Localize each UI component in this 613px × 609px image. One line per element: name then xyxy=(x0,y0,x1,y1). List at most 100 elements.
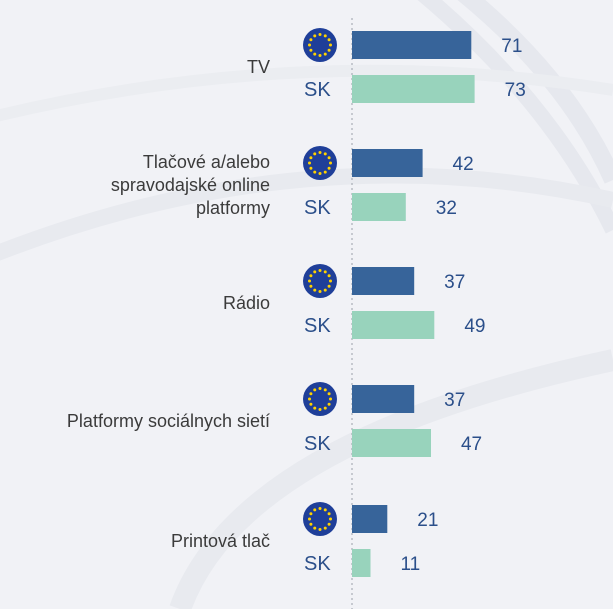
eu-flag-icon xyxy=(303,28,337,62)
category-label: TV xyxy=(247,57,270,77)
category-label: Rádio xyxy=(223,293,270,313)
eu-flag-star xyxy=(313,270,317,274)
eu-flag-star xyxy=(318,387,322,390)
eu-flag-star xyxy=(313,406,317,410)
eu-flag-star xyxy=(309,48,313,52)
eu-flag-star xyxy=(327,274,331,278)
eu-flag-star xyxy=(318,269,322,272)
eu-flag-star xyxy=(327,166,331,170)
eu-flag-star xyxy=(313,34,317,38)
series-label-sk: SK xyxy=(304,79,331,101)
eu-flag-star xyxy=(318,172,322,175)
eu-flag-star xyxy=(327,392,331,396)
eu-flag-star xyxy=(309,166,313,170)
eu-flag-star xyxy=(327,38,331,42)
value-label-eu: 21 xyxy=(417,510,438,531)
value-label-eu: 71 xyxy=(501,36,522,57)
value-label-eu: 42 xyxy=(453,154,474,175)
eu-flag-star xyxy=(323,170,327,174)
eu-flag-star xyxy=(318,528,322,531)
eu-flag-star xyxy=(327,512,331,516)
category-label: platformy xyxy=(196,198,270,218)
eu-flag-star xyxy=(309,522,313,526)
value-label-sk: 73 xyxy=(505,80,526,101)
bar-eu xyxy=(352,385,415,413)
eu-flag-star xyxy=(323,152,327,156)
bar-eu xyxy=(352,149,423,177)
eu-flag-circle xyxy=(303,502,337,536)
value-label-eu: 37 xyxy=(444,272,465,293)
eu-flag-star xyxy=(308,517,311,521)
eu-flag-star xyxy=(318,290,322,293)
eu-flag-star xyxy=(309,392,313,396)
eu-flag-star xyxy=(313,152,317,156)
eu-flag-star xyxy=(313,388,317,392)
eu-flag-star xyxy=(327,156,331,160)
eu-flag-star xyxy=(318,507,322,510)
eu-flag-star xyxy=(329,279,332,283)
category-label: Platformy sociálnych sietí xyxy=(67,411,270,431)
value-label-eu: 37 xyxy=(444,390,465,411)
eu-flag-star xyxy=(318,33,322,36)
eu-flag-circle xyxy=(303,28,337,62)
value-label-sk: 32 xyxy=(436,198,457,219)
eu-flag-star xyxy=(313,288,317,292)
eu-flag-icon xyxy=(303,264,337,298)
series-label-sk: SK xyxy=(304,315,331,337)
eu-flag-circle xyxy=(303,146,337,180)
bar-eu xyxy=(352,505,388,533)
category-label: spravodajské online xyxy=(111,175,270,195)
eu-flag-star xyxy=(318,54,322,57)
eu-flag-star xyxy=(323,270,327,274)
bar-eu xyxy=(352,31,472,59)
eu-flag-star xyxy=(329,397,332,401)
value-label-sk: 47 xyxy=(461,434,482,455)
value-label-sk: 11 xyxy=(400,554,420,575)
eu-flag-star xyxy=(327,284,331,288)
eu-flag-icon xyxy=(303,382,337,416)
series-label-sk: SK xyxy=(304,553,331,575)
eu-flag-star xyxy=(323,388,327,392)
category-label: Printová tlač xyxy=(171,531,270,551)
bar-eu xyxy=(352,267,415,295)
bar-sk xyxy=(352,429,431,457)
series-label-sk: SK xyxy=(304,433,331,455)
bar-sk xyxy=(352,311,435,339)
eu-flag-star xyxy=(309,38,313,42)
eu-flag-icon xyxy=(303,146,337,180)
eu-flag-star xyxy=(327,522,331,526)
eu-flag-star xyxy=(308,279,311,283)
eu-flag-star xyxy=(313,170,317,174)
eu-flag-star xyxy=(323,508,327,512)
eu-flag-star xyxy=(309,156,313,160)
eu-flag-star xyxy=(329,161,332,165)
value-label-sk: 49 xyxy=(464,316,485,337)
eu-flag-star xyxy=(323,526,327,530)
eu-flag-star xyxy=(323,406,327,410)
eu-flag-star xyxy=(308,161,311,165)
eu-flag-star xyxy=(313,52,317,56)
eu-flag-circle xyxy=(303,264,337,298)
eu-flag-star xyxy=(318,408,322,411)
eu-flag-star xyxy=(309,512,313,516)
eu-flag-circle xyxy=(303,382,337,416)
bar-sk xyxy=(352,549,371,577)
eu-flag-star xyxy=(327,48,331,52)
bar-sk xyxy=(352,193,406,221)
eu-flag-star xyxy=(329,43,332,47)
eu-flag-star xyxy=(309,402,313,406)
eu-flag-star xyxy=(327,402,331,406)
eu-flag-star xyxy=(323,288,327,292)
eu-flag-star xyxy=(318,151,322,154)
eu-flag-star xyxy=(313,526,317,530)
category-label: Tlačové a/alebo xyxy=(143,152,270,172)
series-label-sk: SK xyxy=(304,197,331,219)
eu-flag-star xyxy=(329,517,332,521)
eu-flag-star xyxy=(323,34,327,38)
eu-flag-icon xyxy=(303,502,337,536)
bar-sk xyxy=(352,75,475,103)
eu-flag-star xyxy=(323,52,327,56)
